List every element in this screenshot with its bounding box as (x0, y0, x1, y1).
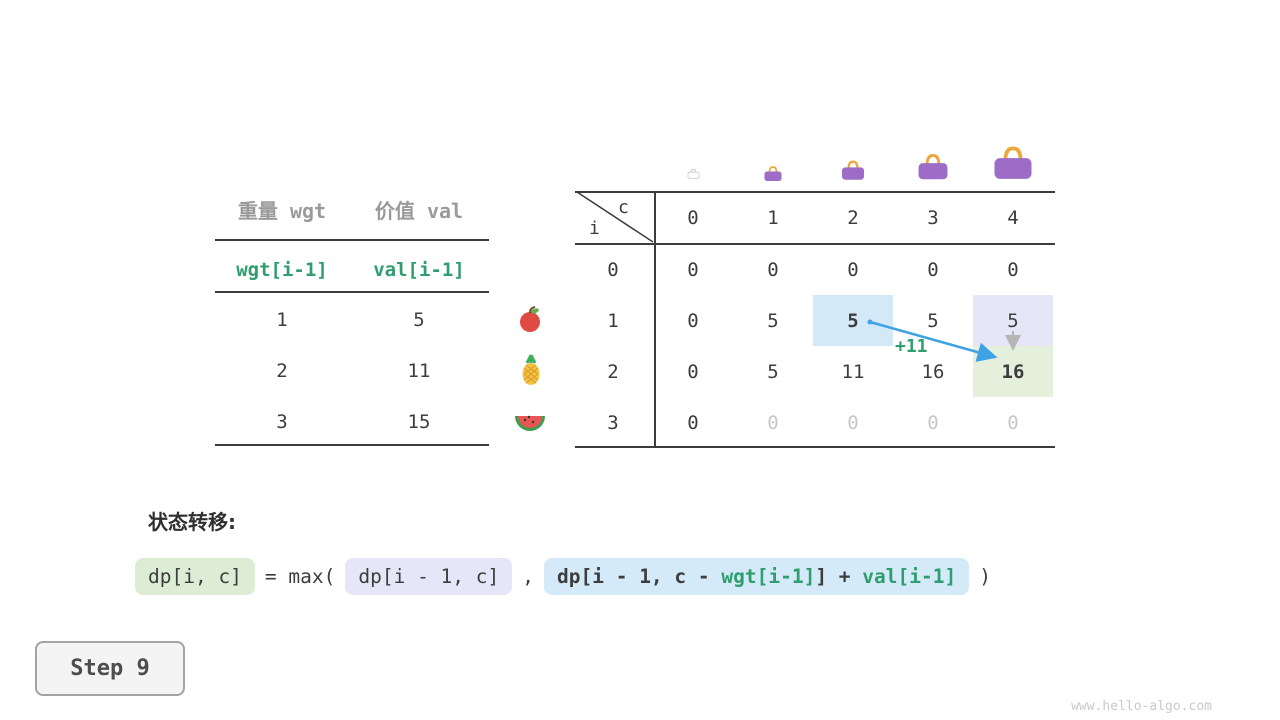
dp-row-label-0: 0 (607, 258, 619, 281)
dp-table-rule-left (654, 191, 656, 448)
dp-cell-r3-c4: 0 (1007, 411, 1019, 434)
dp-col-header-4: 4 (1007, 207, 1019, 229)
dp-row-label-2: 2 (607, 360, 619, 383)
dp-corner-col-label: c (618, 197, 629, 218)
formula-arg-take-text2: ] + (815, 565, 863, 588)
formula-arg-take-text1: dp[i - 1, c - (557, 565, 722, 588)
dp-cell-r2-c2: 11 (841, 360, 865, 383)
dp-cell-r0-c4: 0 (1007, 258, 1019, 281)
dp-row-label-1: 1 (607, 309, 619, 332)
dp-cell-r2-c3: 16 (921, 360, 945, 383)
dp-corner-row-label: i (589, 218, 600, 239)
transition-section-label: 状态转移: (148, 510, 236, 534)
dp-cell-r3-c1: 0 (767, 411, 779, 434)
item-table-rule-bottom (215, 444, 489, 446)
item-table-header-value: 价值 val (374, 199, 464, 223)
item-table-subheader-wgt: wgt[i-1] (236, 259, 328, 281)
bag-icon-capacity-2 (842, 160, 864, 180)
dp-cell-r1-c1: 5 (767, 309, 779, 332)
step-badge: Step 9 (35, 641, 185, 696)
bag-icon-capacity-3 (918, 153, 948, 180)
pineapple-icon (522, 354, 540, 385)
formula-arg-take-val: val[i-1] (862, 565, 957, 588)
dp-cell-r3-c0: 0 (687, 411, 699, 434)
bag-icon-capacity-4 (994, 146, 1032, 179)
dp-cell-r2-c4-current: 16 (973, 346, 1053, 397)
dp-col-header-0: 0 (687, 207, 699, 229)
dp-cell-r2-c0: 0 (687, 360, 699, 383)
bag-icon-capacity-0 (687, 168, 700, 179)
item-table-rule-top (215, 239, 489, 241)
transition-formula: dp[i, c] = max( dp[i - 1, c] , dp[i - 1,… (135, 558, 991, 595)
bag-icon-capacity-1 (764, 166, 782, 181)
dp-col-header-2: 2 (847, 207, 859, 229)
item-val-3: 15 (407, 411, 431, 433)
dp-cell-r0-c1: 0 (767, 258, 779, 281)
item-table-header-weight: 重量 wgt (237, 199, 327, 223)
dp-cell-r1-c0: 0 (687, 309, 699, 332)
watermelon-icon (515, 415, 545, 431)
item-val-2: 11 (407, 360, 431, 382)
transition-gain-label: +11 (895, 336, 928, 357)
dp-col-header-3: 3 (927, 207, 939, 229)
dp-cell-r1-c3: 5 (927, 309, 939, 332)
item-wgt-2: 2 (276, 360, 288, 382)
dp-cell-r1-c4-source: 5 (973, 295, 1053, 346)
apple-icon (520, 306, 540, 332)
formula-arg-take-wgt: wgt[i-1] (721, 565, 816, 588)
formula-equals-max: = max( (264, 565, 336, 588)
dp-cell-r2-c1: 5 (767, 360, 779, 383)
item-val-1: 5 (413, 309, 425, 331)
formula-arg-skip: dp[i - 1, c] (345, 558, 513, 595)
dp-cell-r3-c2: 0 (847, 411, 859, 434)
dp-table-rule-header (575, 243, 1055, 245)
dp-cell-r3-c3: 0 (927, 411, 939, 434)
watermark: www.hello-algo.com (1071, 699, 1212, 714)
dp-cell-r1-c2-source: 5 (813, 295, 893, 346)
formula-close-paren: ) (979, 565, 991, 588)
formula-arg-take: dp[i - 1, c - wgt[i-1]] + val[i-1] (544, 558, 970, 595)
dp-cell-r0-c2: 0 (847, 258, 859, 281)
dp-table-rule-top (575, 191, 1055, 193)
item-wgt-1: 1 (276, 309, 288, 331)
item-table-rule-mid (215, 291, 489, 293)
formula-comma: , (522, 565, 535, 588)
dp-cell-r0-c0: 0 (687, 258, 699, 281)
dp-table-rule-bottom (575, 446, 1055, 448)
formula-lhs: dp[i, c] (135, 558, 255, 595)
dp-cell-r0-c3: 0 (927, 258, 939, 281)
dp-col-header-1: 1 (767, 207, 779, 229)
item-table-subheader-val: val[i-1] (373, 259, 465, 281)
dp-row-label-3: 3 (607, 411, 619, 434)
step-label: Step 9 (70, 656, 150, 681)
item-wgt-3: 3 (276, 411, 288, 433)
